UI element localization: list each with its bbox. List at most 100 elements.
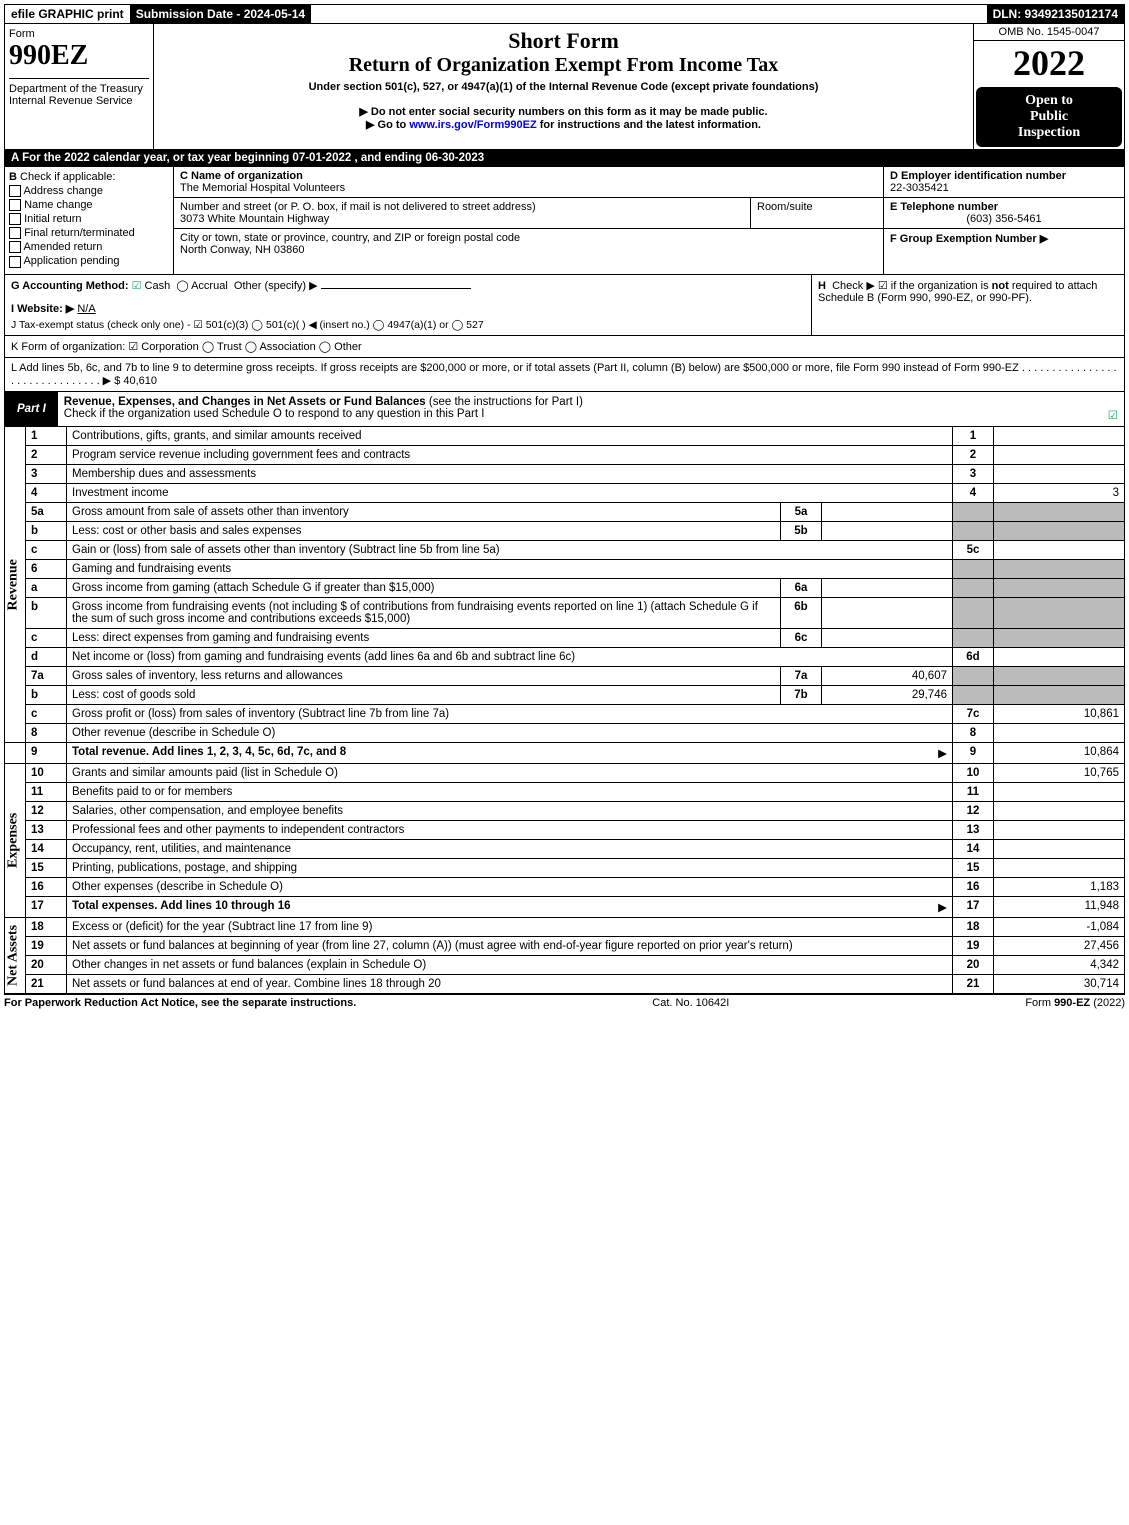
footer-right: Form 990-EZ (2022) [1025,997,1125,1009]
submission-date: Submission Date - 2024-05-14 [130,5,311,23]
form-header: Form 990EZ Department of the Treasury In… [4,24,1125,150]
dept-treasury: Department of the Treasury [9,83,149,95]
l6c-mn: 6c [781,628,822,647]
netassets-side-label: Net Assets [5,917,26,993]
l15-amt [994,858,1125,877]
l11-num: 11 [26,782,67,801]
l9-ln: 9 [953,742,994,763]
l6c-num: c [26,628,67,647]
ein-value: 22-3035421 [890,182,949,194]
omb-number: OMB No. 1545-0047 [974,24,1124,41]
l1-amt [994,427,1125,446]
section-j: J Tax-exempt status (check only one) - ☑… [11,319,805,331]
cb-name-change[interactable] [9,199,21,211]
website-value: N/A [77,303,95,315]
l11-ln: 11 [953,782,994,801]
l7b-mn: 7b [781,685,822,704]
l8-ln: 8 [953,723,994,742]
l2-amt [994,445,1125,464]
l18-ln: 18 [953,917,994,936]
l19-num: 19 [26,936,67,955]
cb-final-return[interactable] [9,227,21,239]
irs-link[interactable]: www.irs.gov/Form990EZ [409,119,536,131]
l15-desc: Printing, publications, postage, and shi… [67,858,953,877]
l5b-mn: 5b [781,521,822,540]
l3-num: 3 [26,464,67,483]
l3-amt [994,464,1125,483]
cb-address-change[interactable] [9,185,21,197]
part1-title-cell: Revenue, Expenses, and Changes in Net As… [58,392,1124,426]
opt-application-pending: Application pending [23,255,119,267]
l6c-grey [953,628,994,647]
l14-ln: 14 [953,839,994,858]
cb-application-pending[interactable] [9,256,21,268]
l6-grey2 [994,559,1125,578]
l7c-ln: 7c [953,704,994,723]
l20-num: 20 [26,955,67,974]
l6a-mn: 6a [781,578,822,597]
h-pre: H [818,280,826,292]
dept-irs: Internal Revenue Service [9,95,149,107]
footer-left: For Paperwork Reduction Act Notice, see … [4,997,356,1009]
l5c-desc: Gain or (loss) from sale of assets other… [67,540,953,559]
tel-value: (603) 356-5461 [890,213,1118,225]
l6c-mv [822,628,953,647]
l17-num: 17 [26,896,67,917]
l7c-desc: Gross profit or (loss) from sales of inv… [67,704,953,723]
l10-amt: 10,765 [994,763,1125,782]
section-g: G Accounting Method: ☑ Cash ◯ Accrual Ot… [5,275,811,335]
instruction-2: ▶ Go to www.irs.gov/Form990EZ for instru… [158,118,969,131]
schedule-table: Revenue 1 Contributions, gifts, grants, … [4,427,1125,994]
expenses-side-label: Expenses [5,763,26,917]
street-label: Number and street (or P. O. box, if mail… [180,201,536,213]
cb-initial-return[interactable] [9,213,21,225]
l-text: L Add lines 5b, 6c, and 7b to line 9 to … [11,362,1117,387]
part1-header: Part I Revenue, Expenses, and Changes in… [4,392,1125,427]
open-line2: Public [982,109,1116,125]
group-exemption-label: F Group Exemption Number ▶ [890,233,1048,245]
rev-total-side [5,742,26,763]
l5b-mv [822,521,953,540]
cb-amended-return[interactable] [9,241,21,253]
l12-amt [994,801,1125,820]
l6a-desc: Gross income from gaming (attach Schedul… [67,578,781,597]
top-bar: efile GRAPHIC print Submission Date - 20… [4,4,1125,24]
l7a-mv: 40,607 [822,666,953,685]
open-line1: Open to [982,93,1116,109]
inst2-pre: ▶ Go to [366,119,409,131]
l19-desc: Net assets or fund balances at beginning… [67,936,953,955]
l9-desc-cell: Total revenue. Add lines 1, 2, 3, 4, 5c,… [67,742,953,763]
l16-num: 16 [26,877,67,896]
l5a-grey [953,502,994,521]
org-city: North Conway, NH 03860 [180,244,305,256]
l21-num: 21 [26,974,67,993]
l5a-mn: 5a [781,502,822,521]
part1-label: Part I [5,399,58,419]
l5b-num: b [26,521,67,540]
l7b-num: b [26,685,67,704]
open-line3: Inspection [982,125,1116,141]
l6c-desc: Less: direct expenses from gaming and fu… [67,628,781,647]
l14-desc: Occupancy, rent, utilities, and maintena… [67,839,953,858]
header-left: Form 990EZ Department of the Treasury In… [5,24,154,149]
l14-amt [994,839,1125,858]
l6-desc: Gaming and fundraising events [67,559,953,578]
section-l: L Add lines 5b, 6c, and 7b to line 9 to … [4,358,1125,392]
l12-ln: 12 [953,801,994,820]
l6b-mn: 6b [781,597,822,628]
l5a-mv [822,502,953,521]
city-label: City or town, state or province, country… [180,232,520,244]
l4-amt: 3 [994,483,1125,502]
l21-amt: 30,714 [994,974,1125,993]
l6b-grey [953,597,994,628]
l1-ln: 1 [953,427,994,446]
part1-title: Revenue, Expenses, and Changes in Net As… [64,396,429,408]
l20-ln: 20 [953,955,994,974]
tel-label: E Telephone number [890,201,998,213]
section-a: A For the 2022 calendar year, or tax yea… [4,150,1125,167]
l5c-num: c [26,540,67,559]
l12-desc: Salaries, other compensation, and employ… [67,801,953,820]
l7a-grey [953,666,994,685]
l6b-desc: Gross income from fundraising events (no… [67,597,781,628]
l6b-mv [822,597,953,628]
